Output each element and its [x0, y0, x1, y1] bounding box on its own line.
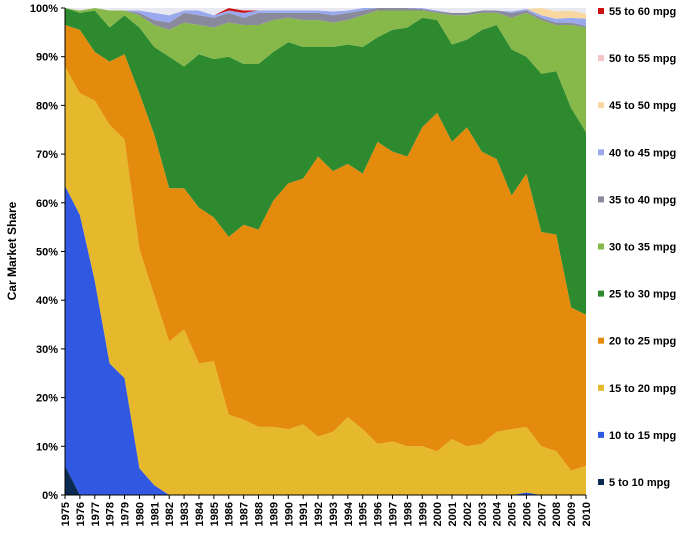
- x-tick-label: 1985: [209, 502, 221, 526]
- x-tick-label: 1999: [417, 502, 429, 526]
- legend-label: 45 to 50 mpg: [609, 100, 676, 112]
- legend-swatch: [598, 337, 604, 344]
- legend-label: 15 to 20 mpg: [609, 383, 676, 395]
- legend-swatch: [598, 479, 604, 485]
- legend-swatch: [598, 196, 604, 203]
- area-series-35-to-40-mpg: [65, 8, 586, 30]
- x-tick-label: 1991: [298, 502, 310, 526]
- legend-label: 40 to 45 mpg: [609, 147, 676, 159]
- area-series-20-to-25-mpg: [65, 25, 586, 471]
- legend-swatch: [598, 149, 604, 156]
- legend-swatch: [598, 243, 604, 250]
- y-tick-label: 70%: [36, 149, 58, 161]
- legend: 55 to 60 mpg 50 to 55 mpg 45 to 50 mpg 40 t…: [598, 6, 676, 489]
- y-tick-label: 80%: [36, 100, 58, 112]
- x-tick-label: 1975: [60, 502, 72, 526]
- x-tick-label: 1987: [239, 502, 251, 526]
- x-tick-label: 2009: [566, 502, 578, 526]
- x-tick-label: 2001: [447, 502, 459, 526]
- y-tick-label: 40%: [36, 295, 58, 307]
- legend-label: 5 to 10 mpg: [609, 477, 670, 489]
- x-tick-label: 1981: [149, 502, 161, 526]
- y-axis: 0% 10% 20% 30% 40% 50% 60% 70% 80% 90% 100%: [30, 3, 66, 502]
- y-tick-label: 60%: [36, 198, 58, 210]
- x-tick-label: 2002: [462, 502, 474, 526]
- x-tick-label: 2007: [536, 502, 548, 526]
- area-series-15-to-20-mpg: [65, 66, 586, 495]
- x-tick-label: 2003: [477, 502, 489, 526]
- x-tick-label: 1977: [90, 502, 102, 526]
- y-tick-label: 50%: [36, 247, 58, 259]
- x-tick-label: 1998: [402, 502, 414, 526]
- x-tick-label: 1979: [120, 502, 132, 526]
- legend-item-25-to-30-mpg: 25 to 30 mpg: [598, 289, 676, 301]
- area-series-10-to-15-mpg: [65, 185, 586, 495]
- area-remainder: [65, 8, 586, 16]
- legend-label: 35 to 40 mpg: [609, 194, 676, 206]
- x-tick-label: 1990: [283, 502, 295, 526]
- legend-label: 20 to 25 mpg: [609, 336, 676, 348]
- y-tick-label: 10%: [36, 441, 58, 453]
- legend-swatch: [598, 8, 604, 14]
- x-tick-label: 2005: [507, 502, 519, 526]
- x-tick-label: 1997: [387, 502, 399, 526]
- legend-swatch: [598, 55, 604, 62]
- legend-item-5-to-10-mpg: 5 to 10 mpg: [598, 477, 670, 489]
- area-series-40-to-45-mpg: [65, 8, 586, 27]
- legend-item-15-to-20-mpg: 15 to 20 mpg: [598, 383, 676, 395]
- legend-label: 50 to 55 mpg: [609, 53, 676, 65]
- area-series-30-to-35-mpg: [65, 8, 586, 133]
- x-tick-label: 2006: [521, 502, 533, 526]
- x-tick-label: 1994: [343, 501, 355, 526]
- x-axis: 1975 1976 1977 1978 1979 1980 1981 1982 1983 1984…: [60, 494, 593, 526]
- legend-label: 55 to 60 mpg: [609, 6, 676, 18]
- x-tick-label: 1980: [134, 502, 146, 526]
- x-tick-label: 2008: [551, 502, 563, 526]
- legend-item-30-to-35-mpg: 30 to 35 mpg: [598, 242, 676, 254]
- x-tick-label: 1995: [358, 502, 370, 526]
- y-tick-label: 20%: [36, 393, 58, 405]
- y-tick-label: 90%: [36, 52, 58, 64]
- x-tick-label: 1984: [194, 501, 206, 526]
- legend-item-35-to-40-mpg: 35 to 40 mpg: [598, 194, 676, 206]
- legend-item-20-to-25-mpg: 20 to 25 mpg: [598, 336, 676, 348]
- legend-swatch: [598, 290, 604, 297]
- y-tick-label: 30%: [36, 344, 58, 356]
- legend-label: 30 to 35 mpg: [609, 242, 676, 254]
- x-tick-label: 1989: [268, 502, 280, 526]
- y-tick-label: 100%: [30, 3, 58, 15]
- legend-item-50-to-55-mpg: 50 to 55 mpg: [598, 53, 676, 65]
- x-tick-label: 1988: [254, 502, 266, 526]
- x-tick-label: 1983: [179, 502, 191, 526]
- legend-item-10-to-15-mpg: 10 to 15 mpg: [598, 430, 676, 442]
- legend-swatch: [598, 431, 604, 438]
- area-series-45-to-50-mpg: [65, 8, 586, 19]
- x-tick-label: 2010: [581, 502, 593, 526]
- area-series-25-to-30-mpg: [65, 8, 586, 315]
- legend-swatch: [598, 102, 604, 109]
- legend-label: 10 to 15 mpg: [609, 430, 676, 442]
- x-tick-label: 1996: [373, 502, 385, 526]
- y-axis-title: Car Market Share: [5, 201, 19, 300]
- x-tick-label: 1982: [164, 502, 176, 526]
- x-tick-label: 1986: [224, 502, 236, 526]
- x-tick-label: 1978: [105, 502, 117, 526]
- legend-item-55-to-60-mpg: 55 to 60 mpg: [598, 6, 676, 18]
- y-tick-label: 0%: [42, 490, 58, 502]
- legend-item-45-to-50-mpg: 45 to 50 mpg: [598, 100, 676, 112]
- legend-swatch: [598, 384, 604, 391]
- x-tick-label: 1993: [328, 502, 340, 526]
- plot-area: [65, 8, 586, 495]
- x-tick-label: 2000: [432, 502, 444, 526]
- legend-label: 25 to 30 mpg: [609, 289, 676, 301]
- x-tick-label: 1976: [75, 502, 87, 526]
- x-tick-label: 2004: [492, 501, 504, 526]
- x-tick-label: 1992: [313, 502, 325, 526]
- legend-item-40-to-45-mpg: 40 to 45 mpg: [598, 147, 676, 159]
